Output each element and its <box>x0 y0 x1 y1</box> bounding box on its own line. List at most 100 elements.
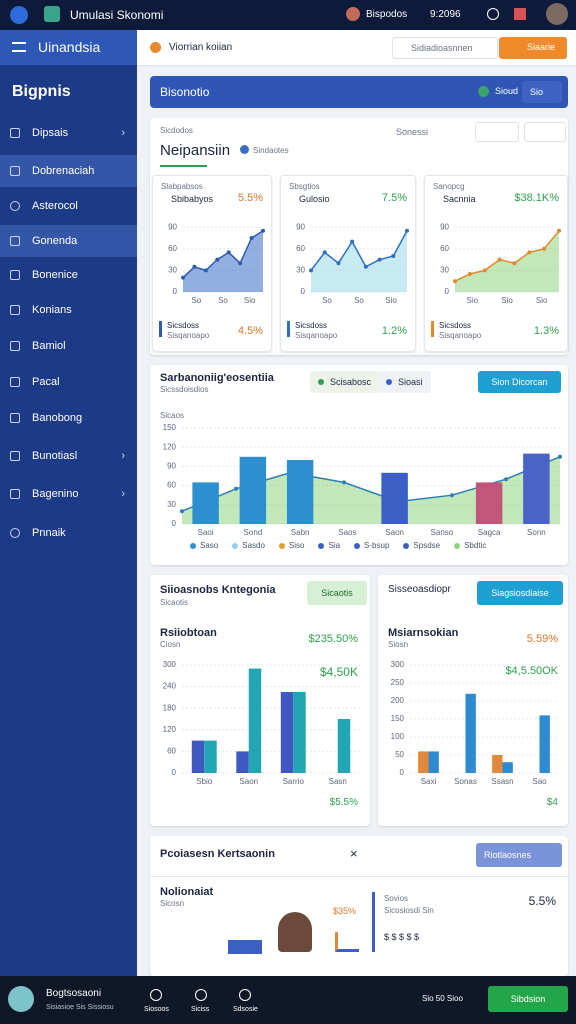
legend-label: Sia <box>328 541 341 550</box>
footer-icon[interactable] <box>239 989 251 1001</box>
y-tick-label: 0 <box>172 519 177 528</box>
point <box>504 477 508 482</box>
dropdown[interactable]: Riotlaosnes <box>476 843 562 867</box>
banner-badge[interactable]: Sio <box>522 81 562 103</box>
footer-button[interactable]: Sibdsion <box>488 986 568 1012</box>
footer-icon-label: Siosoos <box>144 1006 169 1013</box>
bottom-panel: Pcoiasesn Kertsaonin × Riotlaosnes Nolio… <box>150 836 568 976</box>
legend-swatch <box>232 542 239 549</box>
y-tick-label: 30 <box>296 266 305 275</box>
legend-item: Spsdse <box>403 541 440 550</box>
footer-logo <box>8 986 34 1012</box>
banner-title: Bisonotio <box>160 85 210 99</box>
point <box>226 250 231 255</box>
legend-item: Siso <box>278 541 304 550</box>
y-tick-label: 30 <box>168 266 177 275</box>
nav-item[interactable]: Konians <box>0 294 137 326</box>
nav-item[interactable]: Bonenice <box>0 259 137 291</box>
compare-value: 5.59% <box>526 633 558 645</box>
banner: Bisonotio Sioud Sio <box>150 76 568 108</box>
compare-button[interactable]: Siagsiosdiaise <box>477 581 563 605</box>
point <box>558 454 562 459</box>
legend-swatch <box>190 542 196 549</box>
legend-item: Sbdtic <box>454 541 486 550</box>
y-tick-label: 120 <box>163 442 177 451</box>
compare-caption: Ciosn <box>160 640 181 649</box>
overview-search[interactable]: Sonessi <box>396 127 429 137</box>
top-bar: Viorrian koiian Sidiadioasnnen Siaarie <box>137 30 576 66</box>
point <box>180 509 184 514</box>
x-tick-label: Sonn <box>527 528 546 537</box>
bottom-right-sub: Sicoslosdi Sin <box>384 906 434 915</box>
line <box>310 230 408 271</box>
point <box>557 228 561 233</box>
legend: Saso Sasdo Siso Sia S-bsup Spsdse Sbdtic <box>190 541 486 550</box>
clock-icon[interactable] <box>487 8 499 20</box>
search-box[interactable]: Sidiadioasnnen <box>392 37 498 59</box>
nav-item[interactable]: Bagenino › <box>0 478 137 510</box>
search-button[interactable]: Siaarie <box>499 37 567 59</box>
nav-label: Bagenino <box>32 488 79 500</box>
legend-chip[interactable]: Scisabosc <box>310 371 380 393</box>
metric-card: Sbsgtios Gulosio 7.5% 0 30 60 90 So So Sio Sicsdos… <box>280 175 416 352</box>
y-tick-label: 60 <box>296 244 305 253</box>
nav-item[interactable]: Bunotiasl › <box>0 440 137 472</box>
compare-title: Msiarnsokian <box>388 627 459 639</box>
footer-icon-label: Sdsosie <box>233 1006 258 1013</box>
bar <box>381 472 408 524</box>
point <box>453 279 457 284</box>
compare-button[interactable]: Sicaotis <box>307 581 367 605</box>
point <box>450 493 454 498</box>
point <box>322 250 327 255</box>
nav-item[interactable]: Pacal <box>0 366 137 398</box>
flag-icon[interactable] <box>514 8 526 20</box>
footer-icon[interactable] <box>150 989 162 1001</box>
profile[interactable] <box>546 3 568 25</box>
legend-chip[interactable]: Sioasi <box>378 371 431 393</box>
y-tick-label: 0 <box>445 287 450 296</box>
y-tick-label: 150 <box>163 423 177 432</box>
menu-icon[interactable] <box>12 42 26 52</box>
nav-item[interactable]: Bamiol <box>0 330 137 362</box>
nav-item[interactable]: Dipsais › <box>0 117 137 149</box>
nav-item[interactable]: Banobong <box>0 402 137 434</box>
nav-item[interactable]: Gonenda <box>0 225 137 257</box>
bar <box>191 740 205 773</box>
card-label: Sbsgtios <box>289 182 320 191</box>
toolbar-button[interactable] <box>524 122 566 142</box>
y-tick-label: 250 <box>391 678 405 687</box>
compare-panel: Sisseoasdiopr Siagsiosdiaise Msiarnsokia… <box>378 575 568 826</box>
toolbar-button[interactable] <box>475 122 519 142</box>
brand: Bigpnis <box>12 83 71 100</box>
close-button[interactable]: × <box>350 846 358 861</box>
trend-button[interactable]: Sion Dicorcan <box>478 371 561 393</box>
y-tick-label: 300 <box>163 660 177 669</box>
nav-item[interactable]: Asterocol <box>0 190 137 222</box>
x-tick-label: Sond <box>244 528 263 537</box>
axis-label: Sicaos <box>160 411 185 420</box>
x-tick-label: Saos <box>338 528 356 537</box>
card-value: 5.5% <box>237 192 263 204</box>
point <box>215 257 220 262</box>
compare-value2: $4,50K <box>319 665 358 679</box>
card-label: Slabpabsos <box>161 182 203 191</box>
footer-icon[interactable] <box>195 989 207 1001</box>
nav-item[interactable]: Pnnaik <box>0 517 137 549</box>
card-chart: 0 30 60 90 Sio Sio Sio <box>440 222 561 305</box>
app-icon <box>10 6 28 24</box>
illustration <box>228 940 262 954</box>
bar <box>492 755 503 773</box>
x-tick-label: Sio <box>244 296 256 305</box>
point <box>512 261 517 266</box>
bar <box>502 762 513 773</box>
legend-swatch <box>354 542 361 549</box>
nav-item[interactable]: Dobrenaciah <box>0 155 137 187</box>
card-chart: 0 30 60 90 So So Sio <box>168 222 265 305</box>
x-tick-label: Sio <box>467 296 479 305</box>
bar <box>428 751 439 773</box>
x-tick-label: Sao <box>532 777 547 786</box>
y-tick-label: 30 <box>167 500 176 509</box>
point <box>192 264 197 269</box>
trend-title: Sarbanoniig'eosentiia <box>160 372 274 384</box>
